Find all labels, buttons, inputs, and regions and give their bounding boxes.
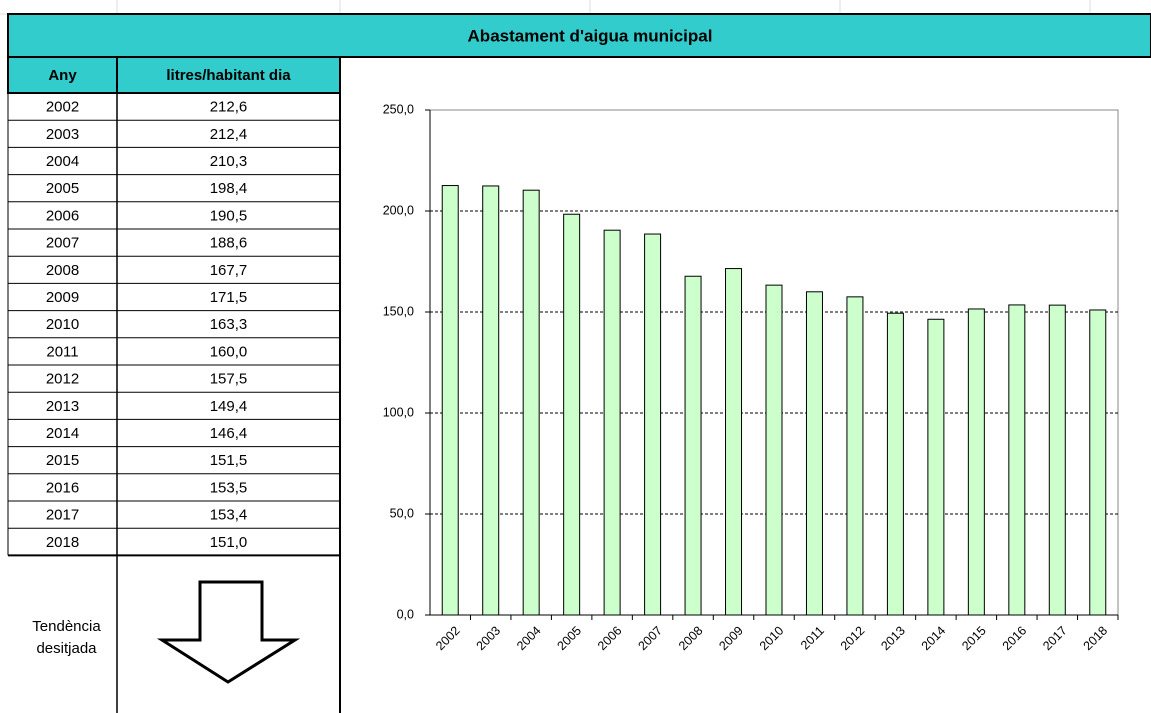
table-cell: 188,6 bbox=[210, 235, 248, 252]
bar bbox=[603, 229, 621, 616]
bar bbox=[1048, 304, 1066, 616]
y-tick-label: 150,0 bbox=[383, 304, 414, 318]
table-cell: 2017 bbox=[46, 507, 79, 524]
table-cell: 2003 bbox=[46, 126, 79, 143]
x-tick-label: 2016 bbox=[1000, 624, 1030, 654]
bar bbox=[644, 233, 662, 616]
table-cell: 2011 bbox=[46, 343, 78, 360]
table-cell: 210,3 bbox=[210, 153, 248, 170]
x-tick-label: 2017 bbox=[1040, 624, 1070, 654]
x-tick-label: 2003 bbox=[474, 624, 504, 654]
table-cell: 2004 bbox=[46, 153, 79, 170]
bar bbox=[886, 312, 904, 616]
table-cell: 2006 bbox=[46, 207, 79, 224]
x-tick-label: 2013 bbox=[878, 624, 908, 654]
title: Abastament d'aigua municipal bbox=[468, 26, 713, 45]
table-cell: 146,4 bbox=[210, 425, 248, 442]
table-cell: 2010 bbox=[46, 316, 79, 333]
x-tick-label: 2012 bbox=[838, 624, 868, 654]
table-cell: 2015 bbox=[46, 452, 79, 469]
x-tick-label: 2018 bbox=[1081, 624, 1111, 654]
table-cell: 2007 bbox=[46, 235, 79, 252]
footer-label: Tendència desitjada bbox=[32, 618, 101, 657]
table-cell: 212,4 bbox=[210, 126, 248, 143]
bar bbox=[441, 185, 459, 616]
x-tick-label: 2006 bbox=[595, 624, 625, 654]
table-cell: 157,5 bbox=[210, 371, 248, 388]
x-tick-label: 2008 bbox=[676, 624, 706, 654]
x-tick-label: 2004 bbox=[514, 624, 544, 654]
y-tick-label: 50,0 bbox=[390, 506, 414, 520]
table-cell: 160,0 bbox=[210, 343, 248, 360]
bar bbox=[846, 296, 864, 616]
header-cell: litres/habitant dia bbox=[166, 67, 291, 84]
bar bbox=[522, 189, 540, 616]
bar bbox=[725, 268, 743, 616]
table-cell: 153,5 bbox=[210, 479, 248, 496]
y-tick-label: 100,0 bbox=[383, 405, 414, 419]
table-cell: 153,4 bbox=[210, 507, 248, 524]
x-tick-label: 2007 bbox=[635, 624, 665, 654]
table-cell: 2005 bbox=[46, 180, 79, 197]
table-cell: 167,7 bbox=[210, 262, 248, 279]
table-cell: 151,0 bbox=[210, 534, 248, 551]
x-tick-label: 2009 bbox=[716, 624, 746, 654]
table: Any litres/habitant dia 2002 212,6 2003 212,4… bbox=[7, 56, 341, 713]
table-cell: 2018 bbox=[46, 534, 79, 551]
bar bbox=[967, 308, 985, 616]
trend-arrow bbox=[156, 580, 301, 684]
bar bbox=[1089, 309, 1107, 616]
header-cell: Any bbox=[48, 67, 77, 84]
table-cell: 2009 bbox=[46, 289, 79, 306]
bar bbox=[805, 291, 823, 616]
table-cell: 149,4 bbox=[210, 398, 248, 415]
bar bbox=[563, 213, 581, 616]
table-cell: 2013 bbox=[46, 398, 79, 415]
bar bbox=[927, 318, 945, 616]
table-cell: 2016 bbox=[46, 479, 79, 496]
x-tick-label: 2010 bbox=[757, 624, 787, 654]
x-tick-label: 2002 bbox=[433, 624, 463, 654]
table-cell: 198,4 bbox=[210, 180, 248, 197]
table-cell: 2008 bbox=[46, 262, 79, 279]
title-bar bbox=[7, 13, 1151, 58]
y-tick-label: 250,0 bbox=[383, 102, 414, 116]
x-tick-label: 2011 bbox=[798, 624, 827, 653]
table-cell: 212,6 bbox=[210, 99, 248, 116]
header-row bbox=[7, 56, 341, 94]
bar bbox=[684, 275, 702, 616]
table-cell: 190,5 bbox=[210, 207, 248, 224]
table-cell: 151,5 bbox=[210, 452, 248, 469]
bar bbox=[765, 284, 783, 616]
table-cell: 163,3 bbox=[210, 316, 248, 333]
y-tick-label: 200,0 bbox=[383, 203, 414, 217]
x-tick-label: 2005 bbox=[555, 624, 585, 654]
bar bbox=[482, 185, 500, 616]
x-tick-label: 2014 bbox=[919, 624, 949, 654]
table-cell: 2014 bbox=[46, 425, 79, 442]
table-cell: 171,5 bbox=[210, 289, 248, 306]
sheet-gridlines bbox=[0, 0, 1151, 15]
chart: 0,0 50,0 100,0 150,0 200,0 250,0 2002 2003 2004 2… bbox=[383, 102, 1119, 654]
bar bbox=[1008, 304, 1026, 616]
table-cell: 2012 bbox=[46, 371, 79, 388]
x-tick-label: 2015 bbox=[959, 624, 989, 654]
y-tick-label: 0,0 bbox=[397, 607, 414, 621]
table-cell: 2002 bbox=[46, 99, 79, 116]
